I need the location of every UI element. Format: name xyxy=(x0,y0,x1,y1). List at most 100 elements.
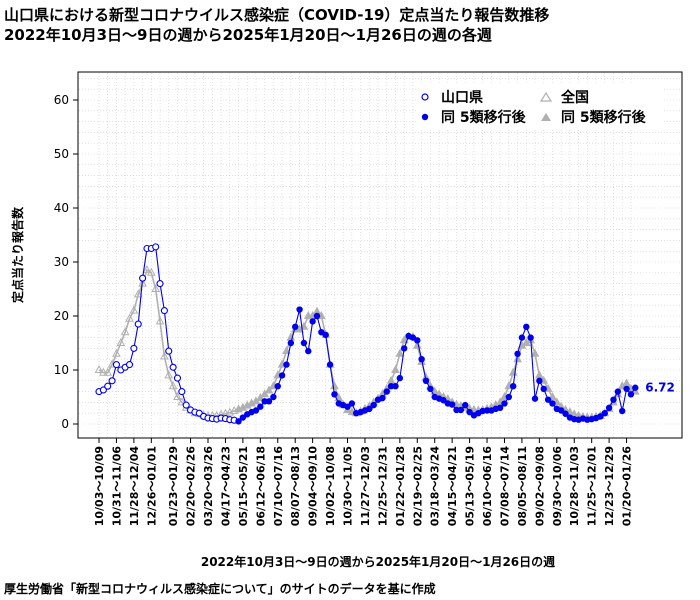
x-tick-label: 05/15～05/21 xyxy=(237,446,250,526)
yamaguchi-point xyxy=(418,356,425,363)
yamaguchi-point xyxy=(305,347,312,355)
yamaguchi-point xyxy=(235,418,242,425)
yamaguchi-point xyxy=(396,374,404,382)
yamaguchi-point xyxy=(440,397,447,404)
x-tick-label: 10/31～11/06 xyxy=(110,446,123,527)
x-tick-label: 10/03～10/09 xyxy=(93,446,106,526)
yamaguchi-point xyxy=(178,388,186,396)
yamaguchi-point xyxy=(252,407,260,414)
y-tick-label: 40 xyxy=(54,201,69,215)
yamaguchi-series xyxy=(95,243,639,425)
x-tick-label: 11/28～12/04 xyxy=(128,446,141,527)
yamaguchi-point xyxy=(134,320,142,328)
national-point xyxy=(155,316,165,325)
yamaguchi-point xyxy=(531,395,539,402)
x-tick-label: 12/25～12/31 xyxy=(376,446,389,526)
x-tick-label: 12/26～01/01 xyxy=(145,446,158,526)
y-axis-label: 定点当たり報告数 xyxy=(10,206,25,303)
national-point xyxy=(116,337,126,346)
national-point xyxy=(391,364,400,373)
national-point xyxy=(151,283,161,292)
yamaguchi-point xyxy=(383,388,390,395)
x-tick-label: 07/10～07/16 xyxy=(272,446,285,527)
yamaguchi-point xyxy=(265,398,273,405)
yamaguchi-point xyxy=(505,393,513,401)
yamaguchi-point xyxy=(610,396,617,403)
x-tick-label: 10/28～11/03 xyxy=(568,446,581,526)
yamaguchi-point xyxy=(160,307,168,315)
national-point xyxy=(138,278,147,287)
legend-marker-yamaguchi xyxy=(421,93,429,101)
national-point xyxy=(173,391,182,400)
yamaguchi-point xyxy=(169,363,177,371)
x-tick-label: 11/27～12/03 xyxy=(359,446,372,526)
yamaguchi-point xyxy=(270,393,277,401)
yamaguchi-point xyxy=(414,337,421,344)
x-tick-label: 01/22～01/28 xyxy=(394,446,407,526)
x-tick-label: 08/07～08/13 xyxy=(289,446,302,526)
yamaguchi-point xyxy=(597,413,604,420)
national-point xyxy=(164,370,174,379)
national-point xyxy=(282,346,291,355)
legend-marker-yamaguchi-post5 xyxy=(421,113,429,121)
yamaguchi-point xyxy=(173,374,182,382)
x-tick-label: 06/10～06/16 xyxy=(481,446,494,527)
yamaguchi-point xyxy=(152,243,160,251)
yamaguchi-point xyxy=(523,323,530,330)
yamaguchi-point xyxy=(623,385,630,393)
national-point xyxy=(168,381,178,390)
x-tick-label: 10/30～11/05 xyxy=(342,446,355,526)
yamaguchi-point xyxy=(344,403,351,410)
yamaguchi-point xyxy=(540,385,547,393)
x-tick-label: 06/12～06/18 xyxy=(254,446,267,526)
yamaguchi-point xyxy=(466,408,473,416)
national-point xyxy=(120,327,130,336)
yamaguchi-point xyxy=(562,410,569,417)
national-point xyxy=(530,348,540,357)
yamaguchi-point xyxy=(99,386,107,394)
yamaguchi-point xyxy=(257,403,264,410)
legend: 山口県 同 5類移行後 全国 同 5類移行後 xyxy=(418,84,663,128)
yamaguchi-point xyxy=(326,361,334,368)
x-tick-label: 02/19～02/25 xyxy=(411,446,424,526)
y-tick-label: 0 xyxy=(61,417,69,431)
yamaguchi-point xyxy=(287,339,295,347)
yamaguchi-point xyxy=(501,400,508,407)
y-tick-label: 20 xyxy=(54,309,69,323)
yamaguchi-point xyxy=(527,334,534,341)
yamaguchi-point xyxy=(292,323,299,330)
yamaguchi-point xyxy=(104,382,112,390)
national-point xyxy=(94,364,104,373)
y-tick-label: 30 xyxy=(54,255,69,269)
y-tick-label: 50 xyxy=(54,147,69,161)
national-point xyxy=(260,389,270,398)
national-point xyxy=(103,367,113,376)
national-point xyxy=(160,351,169,360)
yamaguchi-point xyxy=(108,377,116,385)
yamaguchi-point xyxy=(462,401,469,409)
yamaguchi-point xyxy=(379,394,386,402)
x-tick-label: 03/20～03/26 xyxy=(202,446,215,527)
yamaguchi-point xyxy=(125,361,134,369)
national-point xyxy=(264,385,274,394)
yamaguchi-point xyxy=(348,400,356,407)
x-tick-label: 04/15～04/21 xyxy=(446,446,459,526)
yamaguchi-point xyxy=(510,383,517,390)
yamaguchi-point xyxy=(614,388,622,395)
yamaguchi-point xyxy=(165,347,173,355)
national-point xyxy=(399,335,409,344)
x-tick-label: 05/13～05/19 xyxy=(464,446,477,526)
yamaguchi-point xyxy=(331,391,338,398)
legend-label-yamaguchi: 山口県 xyxy=(441,90,483,106)
x-tick-label: 09/04～09/10 xyxy=(307,446,320,527)
yamaguchi-point xyxy=(557,407,565,414)
national-point xyxy=(133,289,143,298)
yamaguchi-point xyxy=(496,404,504,411)
legend-marker-national xyxy=(539,91,553,102)
national-point xyxy=(177,397,187,406)
legend-marker-national-post5 xyxy=(541,113,551,121)
y-axis: 0 10 20 30 40 50 60 xyxy=(54,93,78,431)
yamaguchi-point xyxy=(300,339,308,347)
y-tick-label: 10 xyxy=(54,363,69,377)
